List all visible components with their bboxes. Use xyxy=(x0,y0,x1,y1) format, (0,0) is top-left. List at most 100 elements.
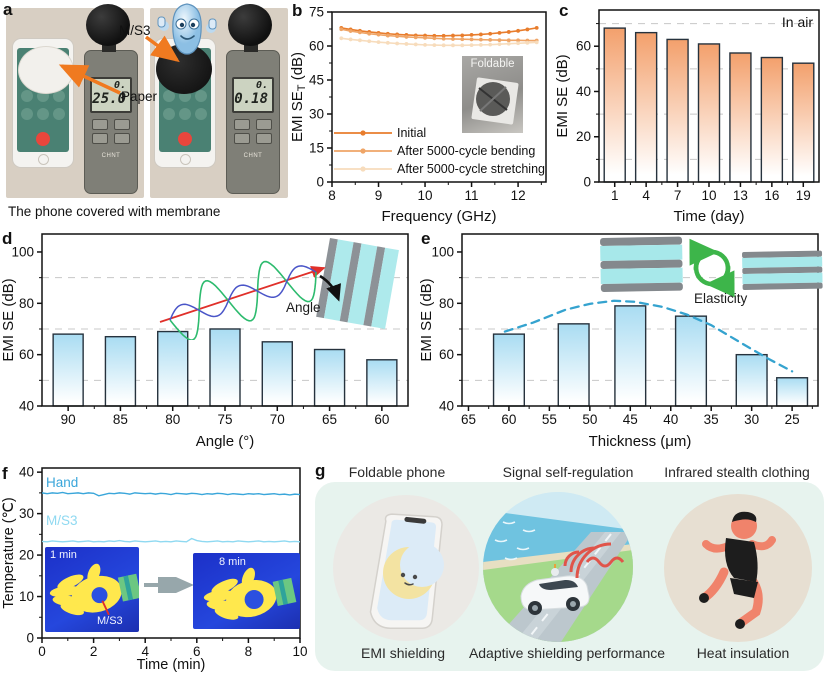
temperature-vs-time-chart: 0 2 4 6 8 10 0 10 20 30 40 Time (min) Temperature (℃… xyxy=(1,465,308,673)
angle-inset-label: Angle xyxy=(286,300,321,315)
svg-text:15: 15 xyxy=(309,141,324,156)
panel-f-letter: f xyxy=(2,464,8,483)
emi-vs-time-chart: 1 4 7 10 13 16 19 0 20 40 60 Time (day) EMI SE (dB) I… xyxy=(554,9,820,225)
applications-card: EMI shielding Adaptive shielding perform… xyxy=(315,482,824,671)
home-button xyxy=(38,154,49,165)
meter-button xyxy=(256,133,272,144)
series-line-Hand xyxy=(41,491,301,497)
call-button-icon xyxy=(163,108,175,120)
svg-text:25: 25 xyxy=(785,412,800,427)
ms3-label: M/S3 xyxy=(119,23,151,38)
bar xyxy=(634,31,658,183)
series-line-2 xyxy=(341,37,537,47)
emi-meter-left: 0. 25.0 CHNT xyxy=(84,50,138,194)
bar xyxy=(157,330,189,407)
call-button-icon xyxy=(195,108,207,120)
bent-phone-drawing xyxy=(369,513,444,630)
runner-drawing xyxy=(699,511,776,629)
emi-vs-thickness-chart: 65 60 55 50 45 40 35 30 25 40 60 80 100 Thickness (μm… xyxy=(418,233,819,450)
svg-text:35: 35 xyxy=(704,412,719,427)
propagation-axis-arrow xyxy=(159,265,326,323)
svg-text:100: 100 xyxy=(11,244,34,259)
car-road-drawing xyxy=(483,492,633,642)
infrared-stealth-illustration xyxy=(664,494,812,642)
legend-entry-1: After 5000-cycle bending xyxy=(397,144,535,158)
bar xyxy=(760,56,784,183)
svg-text:8: 8 xyxy=(328,188,336,203)
panel-g-letter: g xyxy=(315,461,326,480)
svg-text:60: 60 xyxy=(576,39,591,54)
blue-sine-wave xyxy=(169,265,317,321)
photo-paper-phone: 0. 25.0 CHNT xyxy=(6,4,144,198)
call-button-icon xyxy=(21,108,33,120)
bar xyxy=(313,348,346,407)
ms3-pointer-line xyxy=(101,600,110,616)
panel-e: e 65 60 55 50 45 40 35 30 25 40 60 80 100 Thickness (… xyxy=(418,228,826,470)
meter-ball-antenna xyxy=(86,4,130,46)
svg-text:4: 4 xyxy=(642,188,650,203)
bar xyxy=(792,62,815,183)
series-line-0 xyxy=(341,27,537,37)
foldable-inset: Foldable xyxy=(462,56,523,133)
in-air-annotation: In air xyxy=(782,14,813,30)
call-button-icon xyxy=(179,108,191,120)
svg-text:75: 75 xyxy=(309,5,324,20)
svg-text:0: 0 xyxy=(26,631,34,646)
svg-text:40: 40 xyxy=(439,399,454,414)
photo-ms3-phone: 0. 0.18 CHNT xyxy=(150,3,288,198)
meter-button xyxy=(256,119,272,130)
panel-c: c 1 4 7 10 13 16 19 0 20 40 60 Time (day) EMI SE (dB… xyxy=(553,0,826,228)
svg-text:10: 10 xyxy=(418,188,433,203)
series-line-1 xyxy=(341,28,537,42)
bar xyxy=(492,333,525,407)
panel-e-letter: e xyxy=(421,229,431,248)
bar xyxy=(104,335,137,407)
svg-text:8: 8 xyxy=(245,644,253,659)
panel-a: a 0. 25.0 xyxy=(0,0,290,228)
bar xyxy=(776,377,809,407)
meter-display: 0. 0.18 xyxy=(232,77,274,113)
elasticity-inset-label: Elasticity xyxy=(694,291,748,306)
svg-text:90: 90 xyxy=(61,412,76,427)
meter-button xyxy=(234,133,250,144)
hand-series-label: Hand xyxy=(46,475,78,490)
car-drawing xyxy=(520,564,590,615)
svg-text:19: 19 xyxy=(796,188,811,203)
svg-text:60: 60 xyxy=(439,347,454,362)
svg-text:EMI SE (dB): EMI SE (dB) xyxy=(554,54,571,137)
legend-entry-2: After 5000-cycle stretching xyxy=(397,162,545,176)
panel-c-letter: c xyxy=(559,1,569,20)
svg-text:70: 70 xyxy=(270,412,285,427)
svg-text:1: 1 xyxy=(611,188,619,203)
svg-text:0: 0 xyxy=(316,175,324,190)
caption-heat-insulation: Heat insulation xyxy=(696,645,790,661)
svg-text:40: 40 xyxy=(663,412,678,427)
call-button-icon xyxy=(53,108,65,120)
plot-frame xyxy=(461,233,819,407)
meter-brand: CHNT xyxy=(101,153,121,159)
svg-text:12: 12 xyxy=(511,188,526,203)
meter-button xyxy=(92,133,108,144)
app-title-infrared-stealth: Infrared stealth clothing xyxy=(664,464,810,480)
svg-text:40: 40 xyxy=(576,84,591,99)
svg-text:65: 65 xyxy=(461,412,476,427)
svg-text:16: 16 xyxy=(764,188,779,203)
svg-text:13: 13 xyxy=(733,188,748,203)
svg-text:30: 30 xyxy=(19,506,34,521)
bar xyxy=(697,43,721,183)
angle-arc xyxy=(319,274,341,302)
bar xyxy=(603,27,626,183)
panel-f: f 0 2 4 6 8 10 0 10 20 30 40 Time (min) Temperature … xyxy=(0,463,315,673)
svg-text:10: 10 xyxy=(19,589,34,604)
thermal-hand-8min xyxy=(203,567,297,620)
svg-text:Time (min): Time (min) xyxy=(137,657,206,673)
meter-reading-top: 0. xyxy=(255,80,268,91)
svg-text:20: 20 xyxy=(576,129,591,144)
recycle-arrows-icon xyxy=(689,238,735,298)
caption-adaptive-shielding: Adaptive shielding performance xyxy=(468,645,666,661)
bar xyxy=(557,323,590,407)
svg-text:9: 9 xyxy=(375,188,383,203)
svg-text:75: 75 xyxy=(217,412,232,427)
svg-text:EMI SE (dB): EMI SE (dB) xyxy=(418,278,435,361)
